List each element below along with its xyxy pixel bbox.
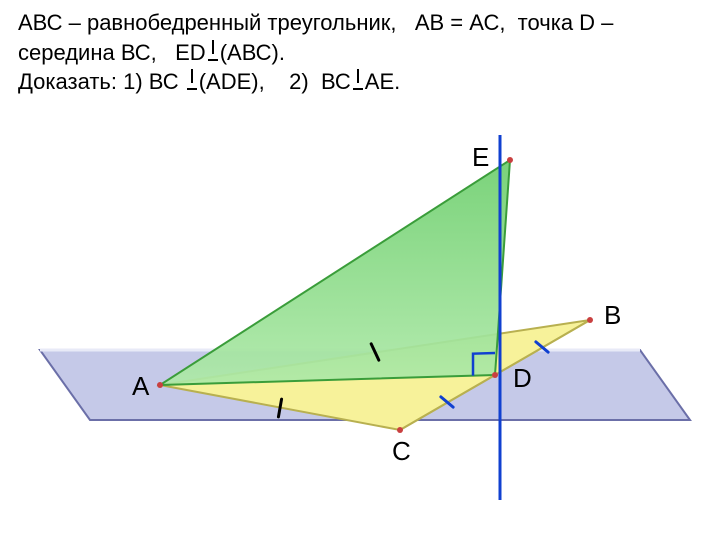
perp-symbol-3 [351,67,365,89]
label-C: C [392,436,411,467]
problem-statement: АВС – равнобедренный треугольник, АВ = А… [18,8,702,97]
text-line3b: (АDЕ), 2) ВС [199,69,351,94]
text-line1: АВС – равнобедренный треугольник, АВ = А… [18,10,613,35]
text-line2b: (АВС). [220,40,285,65]
perp-symbol-1 [206,38,220,60]
label-A: A [132,371,149,402]
label-E: E [472,142,489,173]
text-line3c: АЕ. [365,69,400,94]
text-line3a: Доказать: 1) ВС [18,69,185,94]
text-line2a: середина ВС, ЕD [18,40,206,65]
label-D: D [513,363,532,394]
label-B: B [604,300,621,331]
perp-symbol-2 [185,67,199,89]
